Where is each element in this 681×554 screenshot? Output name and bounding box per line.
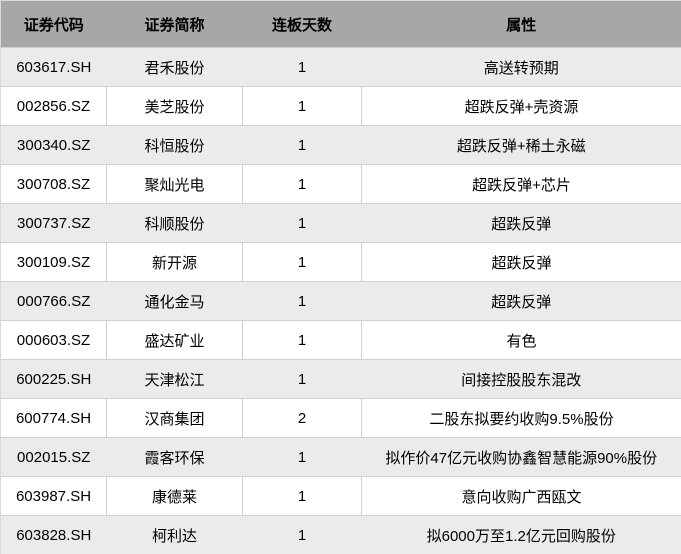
table-row: 603987.SH 康德莱 1 意向收购广西瓯文 (0, 476, 681, 516)
cell-consecutive-days: 1 (242, 281, 362, 321)
cell-consecutive-days: 1 (242, 437, 362, 477)
table-row: 300340.SZ 科恒股份 1 超跌反弹+稀土永磁 (0, 125, 681, 165)
cell-security-code: 600225.SH (0, 359, 107, 399)
cell-security-name: 科顺股份 (106, 203, 243, 243)
cell-consecutive-days: 1 (242, 515, 362, 554)
table-row: 603828.SH 柯利达 1 拟6000万至1.2亿元回购股份 (0, 515, 681, 554)
cell-security-name: 新开源 (106, 242, 243, 282)
cell-attribute: 超跌反弹+芯片 (361, 164, 681, 204)
cell-security-code: 000603.SZ (0, 320, 107, 360)
cell-security-name: 科恒股份 (106, 125, 243, 165)
table-row: 000766.SZ 通化金马 1 超跌反弹 (0, 281, 681, 321)
cell-security-code: 002856.SZ (0, 86, 107, 126)
cell-consecutive-days: 1 (242, 203, 362, 243)
column-header-security-name: 证券简称 (106, 0, 243, 48)
table-row: 300109.SZ 新开源 1 超跌反弹 (0, 242, 681, 282)
cell-attribute: 高送转预期 (361, 47, 681, 87)
cell-security-name: 康德莱 (106, 476, 243, 516)
cell-attribute: 超跌反弹 (361, 242, 681, 282)
cell-security-code: 002015.SZ (0, 437, 107, 477)
table-body: 603617.SH 君禾股份 1 高送转预期 002856.SZ 美芝股份 1 … (0, 47, 681, 554)
table-row: 300737.SZ 科顺股份 1 超跌反弹 (0, 203, 681, 243)
cell-consecutive-days: 1 (242, 125, 362, 165)
cell-consecutive-days: 1 (242, 242, 362, 282)
cell-security-code: 300708.SZ (0, 164, 107, 204)
cell-security-name: 盛达矿业 (106, 320, 243, 360)
column-header-security-code: 证券代码 (0, 0, 107, 48)
cell-consecutive-days: 1 (242, 320, 362, 360)
cell-attribute: 超跌反弹+壳资源 (361, 86, 681, 126)
table-row: 300708.SZ 聚灿光电 1 超跌反弹+芯片 (0, 164, 681, 204)
table-row: 000603.SZ 盛达矿业 1 有色 (0, 320, 681, 360)
cell-security-code: 300109.SZ (0, 242, 107, 282)
table-row: 002856.SZ 美芝股份 1 超跌反弹+壳资源 (0, 86, 681, 126)
cell-consecutive-days: 1 (242, 359, 362, 399)
cell-attribute: 间接控股股东混改 (361, 359, 681, 399)
cell-security-name: 通化金马 (106, 281, 243, 321)
cell-security-code: 600774.SH (0, 398, 107, 438)
cell-attribute: 二股东拟要约收购9.5%股份 (361, 398, 681, 438)
cell-security-name: 霞客环保 (106, 437, 243, 477)
cell-security-name: 天津松江 (106, 359, 243, 399)
table-row: 603617.SH 君禾股份 1 高送转预期 (0, 47, 681, 87)
cell-attribute: 有色 (361, 320, 681, 360)
column-header-attribute: 属性 (361, 0, 681, 48)
cell-security-name: 君禾股份 (106, 47, 243, 87)
cell-consecutive-days: 1 (242, 164, 362, 204)
table-row: 600225.SH 天津松江 1 间接控股股东混改 (0, 359, 681, 399)
cell-consecutive-days: 1 (242, 86, 362, 126)
cell-security-name: 汉商集团 (106, 398, 243, 438)
cell-security-name: 柯利达 (106, 515, 243, 554)
table-row: 600774.SH 汉商集团 2 二股东拟要约收购9.5%股份 (0, 398, 681, 438)
cell-attribute: 意向收购广西瓯文 (361, 476, 681, 516)
cell-security-code: 603987.SH (0, 476, 107, 516)
column-header-consecutive-days: 连板天数 (242, 0, 362, 48)
table-row: 002015.SZ 霞客环保 1 拟作价47亿元收购协鑫智慧能源90%股份 (0, 437, 681, 477)
cell-security-name: 聚灿光电 (106, 164, 243, 204)
cell-security-code: 300737.SZ (0, 203, 107, 243)
cell-attribute: 超跌反弹 (361, 281, 681, 321)
cell-consecutive-days: 1 (242, 476, 362, 516)
cell-security-code: 603828.SH (0, 515, 107, 554)
cell-security-code: 300340.SZ (0, 125, 107, 165)
cell-security-name: 美芝股份 (106, 86, 243, 126)
cell-consecutive-days: 2 (242, 398, 362, 438)
cell-attribute: 拟作价47亿元收购协鑫智慧能源90%股份 (361, 437, 681, 477)
cell-consecutive-days: 1 (242, 47, 362, 87)
cell-attribute: 超跌反弹+稀土永磁 (361, 125, 681, 165)
cell-attribute: 超跌反弹 (361, 203, 681, 243)
cell-attribute: 拟6000万至1.2亿元回购股份 (361, 515, 681, 554)
cell-security-code: 000766.SZ (0, 281, 107, 321)
header-row: 证券代码 证券简称 连板天数 属性 (0, 0, 681, 48)
cell-security-code: 603617.SH (0, 47, 107, 87)
